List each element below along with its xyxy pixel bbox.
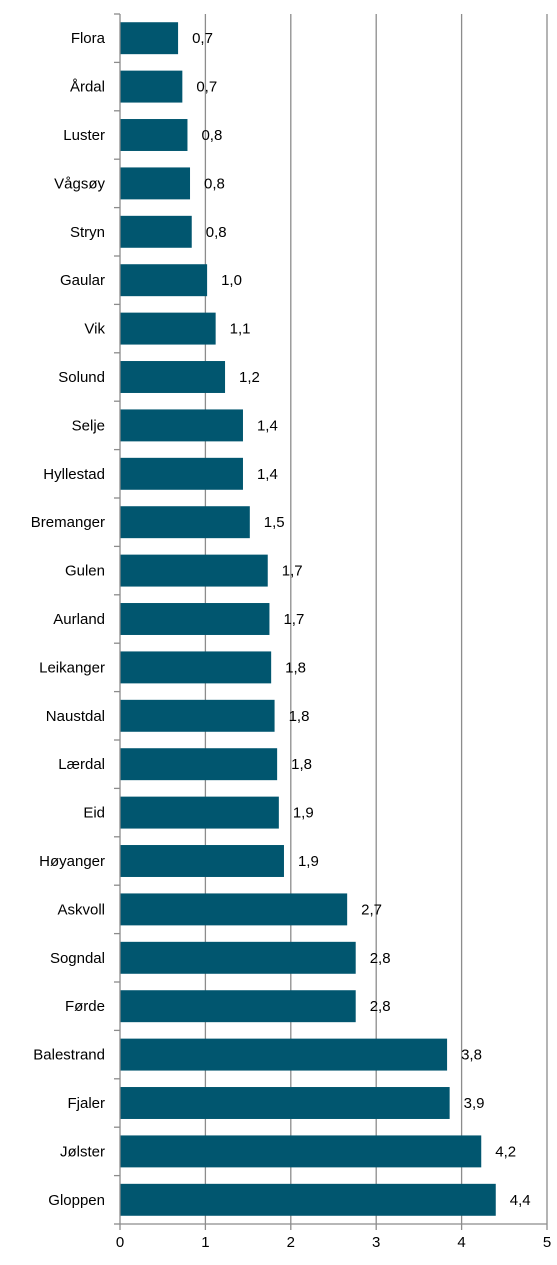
- category-label: Hyllestad: [43, 466, 105, 483]
- data-label: 2,8: [370, 950, 391, 967]
- data-label: 0,8: [201, 127, 222, 144]
- x-tick-label: 5: [543, 1234, 551, 1251]
- bar: [120, 603, 270, 635]
- data-label: 1,4: [257, 417, 278, 434]
- data-label: 1,2: [239, 369, 260, 386]
- bar: [120, 651, 272, 684]
- data-label: 2,7: [361, 901, 382, 918]
- category-label: Gulen: [65, 563, 105, 580]
- category-label: Høyanger: [39, 853, 105, 870]
- data-label: 0,8: [206, 224, 227, 241]
- bar: [120, 1087, 450, 1119]
- data-label: 1,8: [289, 708, 310, 725]
- bar: [120, 70, 183, 103]
- data-label: 1,1: [230, 321, 251, 338]
- data-label: 1,7: [282, 563, 303, 580]
- category-label: Stryn: [70, 224, 105, 241]
- data-label: 1,8: [291, 756, 312, 773]
- data-label: 1,8: [285, 659, 306, 676]
- category-label: Fjaler: [67, 1095, 105, 1112]
- bar: [120, 215, 192, 248]
- data-label: 1,9: [298, 853, 319, 870]
- data-label: 1,4: [257, 466, 278, 483]
- data-label: 1,7: [283, 611, 304, 628]
- axes: [114, 13, 548, 1230]
- data-label: 4,2: [495, 1143, 516, 1160]
- bar: [120, 941, 356, 974]
- bar: [120, 361, 226, 393]
- bar: [120, 845, 284, 877]
- category-label: Bremanger: [31, 514, 105, 531]
- category-label: Luster: [63, 127, 105, 144]
- x-tick-label: 2: [287, 1234, 295, 1251]
- x-tick-label: 4: [457, 1234, 465, 1251]
- bar: [120, 1038, 448, 1071]
- bar: [120, 699, 275, 732]
- category-label: Balestrand: [33, 1047, 105, 1064]
- x-tick-labels: 0 1 2 3 4 5: [116, 1234, 551, 1251]
- bar: [120, 893, 348, 926]
- bar: [120, 990, 356, 1023]
- data-label: 0,7: [192, 30, 213, 47]
- data-label: 1,0: [221, 272, 242, 289]
- category-label: Eid: [83, 805, 105, 822]
- data-label: 1,5: [264, 514, 285, 531]
- x-tick-label: 3: [372, 1234, 380, 1251]
- bar: [120, 167, 191, 200]
- category-label: Årdal: [70, 79, 105, 96]
- data-label: 0,7: [196, 79, 217, 96]
- category-label: Naustdal: [46, 708, 105, 725]
- category-label: Lærdal: [58, 756, 105, 773]
- category-label: Askvoll: [57, 901, 105, 918]
- x-tick-label: 1: [201, 1234, 209, 1251]
- category-label: Gloppen: [48, 1192, 105, 1209]
- bars: [120, 22, 496, 1216]
- data-label: 0,8: [204, 175, 225, 192]
- data-label: 3,9: [464, 1095, 485, 1112]
- category-label: Flora: [71, 30, 106, 47]
- category-label: Aurland: [53, 611, 105, 628]
- bar: [120, 409, 243, 442]
- category-label: Jølster: [60, 1143, 105, 1160]
- category-labels: Flora Årdal Luster Vågsøy Stryn Gaular Vik Solu…: [31, 30, 106, 1209]
- bar: [120, 1183, 496, 1216]
- category-label: Leikanger: [39, 659, 105, 676]
- data-label: 3,8: [461, 1047, 482, 1064]
- category-label: Solund: [58, 369, 105, 386]
- bar: [120, 119, 188, 151]
- bar: [120, 457, 243, 490]
- data-label: 1,9: [293, 805, 314, 822]
- category-label: Selje: [72, 417, 105, 434]
- grid-lines: [204, 14, 548, 1224]
- data-labels: 0,7 0,7 0,8 0,8 0,8 1,0 1,1 1,2 1,4 1,4 1,5 1,7 1,7 1…: [192, 30, 531, 1209]
- bar: [120, 554, 268, 587]
- bar: [120, 506, 250, 539]
- bar: [120, 796, 279, 829]
- category-label: Gaular: [60, 272, 105, 289]
- category-label: Vågsøy: [54, 175, 105, 192]
- bar: [120, 1135, 482, 1168]
- category-label: Vik: [84, 321, 105, 338]
- data-label: 2,8: [370, 998, 391, 1015]
- category-label: Sogndal: [50, 950, 105, 967]
- bar: [120, 264, 208, 297]
- bar: [120, 22, 179, 55]
- bar: [120, 748, 278, 781]
- bar: [120, 312, 216, 345]
- category-label: Førde: [65, 998, 105, 1015]
- x-tick-label: 0: [116, 1234, 124, 1251]
- data-label: 4,4: [510, 1192, 531, 1209]
